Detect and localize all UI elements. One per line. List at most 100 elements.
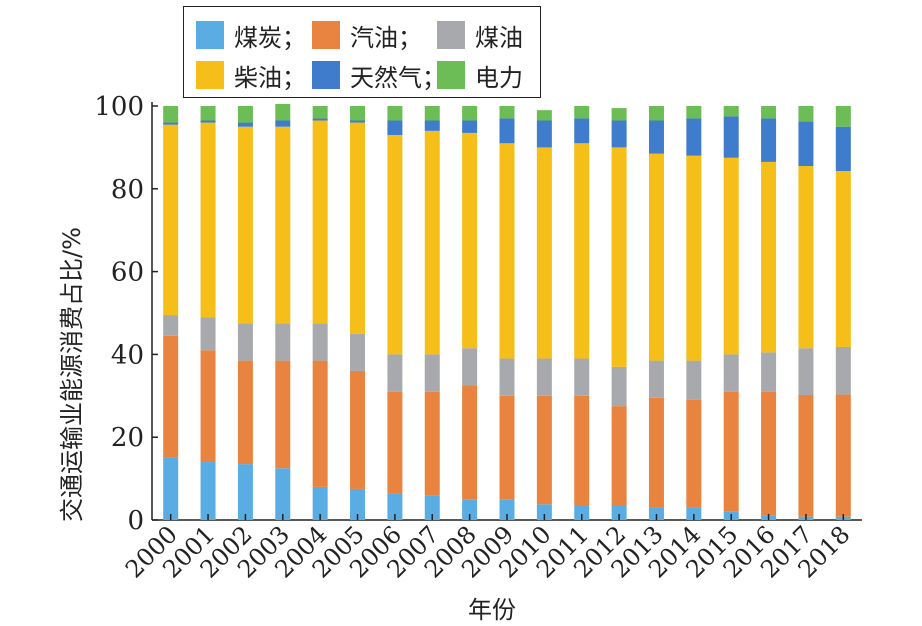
bar-segment-2004-1 — [312, 360, 328, 487]
bar-segment-2008-5 — [462, 106, 478, 121]
bar-segment-2005-2 — [350, 333, 366, 371]
y-tick-label: 0 — [127, 506, 144, 536]
bar-segment-2011-4 — [574, 118, 590, 144]
bar-segment-2017-5 — [798, 106, 814, 122]
bar-segment-2014-5 — [686, 106, 702, 119]
x-axis-title: 年份 — [468, 596, 516, 624]
bar-segment-2009-0 — [499, 499, 515, 520]
bar-segment-2016-4 — [761, 118, 777, 162]
bar-segment-2000-5 — [163, 106, 179, 123]
bar-segment-2002-1 — [237, 360, 253, 465]
bar-segment-2005-3 — [350, 122, 366, 334]
bar-segment-2008-1 — [462, 385, 478, 500]
bar-segment-2003-0 — [275, 468, 291, 520]
bar-segment-2004-5 — [312, 106, 328, 119]
bar-segment-2000-1 — [163, 335, 179, 458]
legend: 煤炭； 汽油； 煤油 柴油； 天然气； 电力 — [183, 6, 541, 98]
bar-segment-2012-0 — [611, 505, 627, 520]
bar-segment-2018-1 — [835, 394, 851, 517]
bar-segment-2004-0 — [312, 486, 328, 520]
legend-item-diesel: 柴油； — [196, 60, 306, 92]
bar-segment-2016-2 — [761, 352, 777, 392]
bar-segment-2011-0 — [574, 505, 590, 520]
bar-segment-2012-2 — [611, 366, 627, 407]
bar-segment-2011-3 — [574, 143, 590, 359]
bar-segment-2005-0 — [350, 488, 366, 520]
bar-segment-2015-4 — [723, 116, 739, 158]
bar-segment-2016-1 — [761, 391, 777, 516]
bar-segment-2003-5 — [275, 103, 291, 121]
bar-segment-2002-2 — [237, 323, 253, 361]
bar-segment-2006-5 — [387, 106, 403, 121]
bar-segment-2009-2 — [499, 358, 515, 396]
bar-segment-2013-5 — [648, 106, 664, 121]
bar-segment-2015-2 — [723, 354, 739, 392]
bar-segment-2003-1 — [275, 360, 291, 469]
bars-group — [163, 103, 851, 520]
bar-segment-2006-0 — [387, 493, 403, 520]
bar-segment-2010-1 — [536, 395, 552, 505]
bar-segment-2002-4 — [237, 122, 253, 127]
bar-segment-2017-1 — [798, 394, 814, 517]
bar-segment-2001-3 — [200, 122, 216, 318]
bar-segment-2014-1 — [686, 399, 702, 508]
bar-segment-2013-0 — [648, 507, 664, 520]
bar-segment-2003-4 — [275, 120, 291, 127]
bar-segment-2010-3 — [536, 147, 552, 359]
legend-swatch-diesel — [196, 61, 224, 89]
bar-segment-2004-4 — [312, 118, 328, 121]
legend-item-kerosene: 煤油 — [437, 20, 523, 52]
bar-segment-2014-4 — [686, 118, 702, 156]
bar-segment-2007-4 — [424, 120, 440, 131]
bar-segment-2001-0 — [200, 462, 216, 520]
bar-segment-2005-1 — [350, 370, 366, 489]
bar-segment-2012-5 — [611, 108, 627, 121]
legend-label-natural-gas: 天然气 — [350, 63, 422, 92]
bar-segment-2009-3 — [499, 143, 515, 359]
bar-segment-2007-2 — [424, 354, 440, 392]
bar-segment-2009-5 — [499, 106, 515, 119]
bar-segment-2004-3 — [312, 120, 328, 324]
legend-label-diesel: 柴油 — [234, 63, 282, 92]
bar-segment-2017-4 — [798, 121, 814, 167]
bar-segment-2012-4 — [611, 120, 627, 148]
bar-segment-2008-4 — [462, 120, 478, 133]
bar-segment-2002-3 — [237, 126, 253, 324]
bar-segment-2001-4 — [200, 120, 216, 123]
legend-item-gasoline: 汽油； — [312, 20, 422, 52]
bar-segment-2000-0 — [163, 457, 179, 520]
legend-swatch-gasoline — [312, 21, 340, 49]
bar-segment-2018-5 — [835, 106, 851, 127]
bar-segment-2010-4 — [536, 120, 552, 148]
bar-segment-2010-5 — [536, 110, 552, 121]
legend-swatch-kerosene — [437, 21, 465, 49]
bar-segment-2010-2 — [536, 358, 552, 396]
legend-item-electricity: 电力 — [437, 60, 523, 92]
bar-segment-2016-5 — [761, 106, 777, 119]
bar-segment-2013-4 — [648, 120, 664, 154]
y-tick-label: 20 — [111, 423, 144, 453]
bar-segment-2012-1 — [611, 406, 627, 506]
bar-segment-2001-1 — [200, 350, 216, 463]
y-tick-label: 80 — [111, 175, 144, 205]
bar-segment-2004-2 — [312, 323, 328, 361]
bar-segment-2013-3 — [648, 153, 664, 361]
bar-segment-2010-0 — [536, 504, 552, 520]
y-tick-label: 40 — [111, 340, 144, 370]
y-axis-title: 交通运输业能源消费占比/% — [58, 227, 86, 522]
bar-segment-2007-1 — [424, 391, 440, 496]
bar-segment-2007-3 — [424, 130, 440, 355]
legend-label-electricity: 电力 — [475, 63, 523, 92]
legend-label-kerosene: 煤油 — [475, 23, 523, 52]
bar-segment-2018-3 — [835, 170, 851, 347]
legend-swatch-coal — [196, 21, 224, 49]
bar-segment-2018-2 — [835, 346, 851, 395]
bar-segment-2011-5 — [574, 106, 590, 119]
y-tick-label: 60 — [111, 258, 144, 288]
bar-segment-2013-1 — [648, 397, 664, 508]
bar-segment-2005-4 — [350, 120, 366, 123]
legend-label-coal: 煤炭 — [234, 23, 282, 52]
bar-segment-2008-0 — [462, 499, 478, 520]
bar-segment-2006-4 — [387, 120, 403, 135]
legend-swatch-natural-gas — [312, 61, 340, 89]
